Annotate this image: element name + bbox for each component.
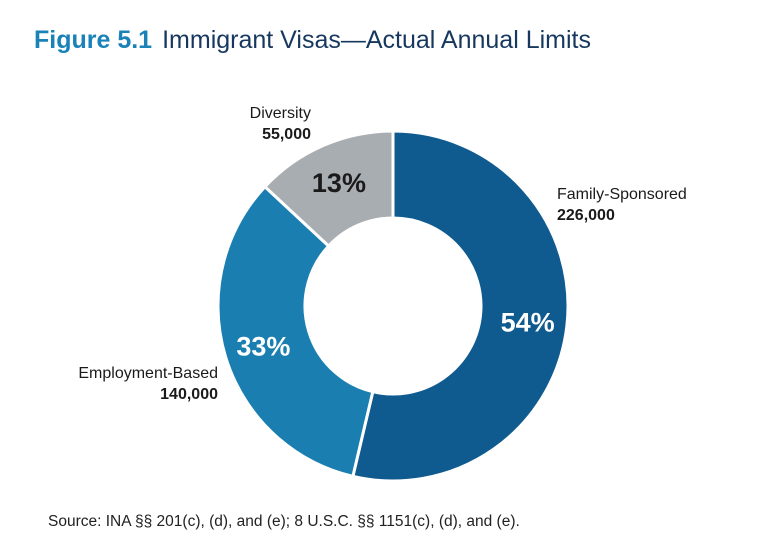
- source-note: Source: INA §§ 201(c), (d), and (e); 8 U…: [48, 513, 520, 530]
- percent-label-diversity: 13%: [312, 168, 366, 198]
- figure-title: Immigrant Visas—Actual Annual Limits: [162, 26, 591, 54]
- category-label-family-sponsored: Family-Sponsored: [557, 186, 687, 203]
- chart-title: Figure 5.1 Immigrant Visas—Actual Annual …: [34, 26, 591, 55]
- value-label-diversity: 55,000: [262, 126, 311, 143]
- figure-label: Figure 5.1: [34, 26, 153, 54]
- category-label-diversity: Diversity: [250, 105, 311, 122]
- percent-label-employment-based: 33%: [236, 331, 290, 361]
- slice-family-sponsored: [351, 129, 570, 483]
- slice-diversity: [262, 129, 395, 249]
- percent-label-family-sponsored: 54%: [501, 308, 555, 338]
- value-label-family-sponsored: 226,000: [557, 207, 615, 224]
- value-label-employment-based: 140,000: [160, 386, 218, 403]
- category-label-employment-based: Employment-Based: [78, 365, 218, 382]
- slice-employment-based: [216, 184, 375, 479]
